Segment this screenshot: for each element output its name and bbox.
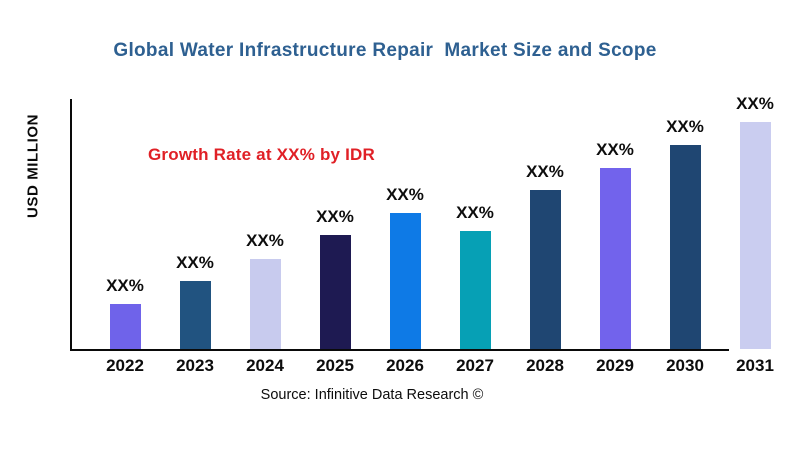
bar-value-label-2024: XX% bbox=[246, 231, 284, 250]
bar-value-label-2023: XX% bbox=[176, 253, 214, 272]
bar-value-label-2026: XX% bbox=[386, 185, 424, 204]
x-tick-label-2022: 2022 bbox=[106, 356, 144, 375]
source-credit: Source: Infinitive Data Research © bbox=[260, 387, 484, 403]
bar-2025 bbox=[319, 235, 351, 349]
bar-value-label-2031: XX% bbox=[736, 94, 774, 113]
x-tick-label-2029: 2029 bbox=[596, 356, 634, 375]
bar-value-label-2030: XX% bbox=[666, 117, 704, 136]
bar-value-label-2028: XX% bbox=[526, 162, 564, 181]
bar-2022 bbox=[109, 304, 141, 349]
x-tick-label-2026: 2026 bbox=[386, 356, 424, 375]
chart-title: Global Water Infrastructure Repair Marke… bbox=[113, 40, 657, 61]
x-tick-label-2027: 2027 bbox=[456, 356, 494, 375]
y-axis-label: USD MILLION bbox=[24, 113, 42, 219]
bar-value-label-2025: XX% bbox=[316, 207, 354, 226]
bar-2030 bbox=[669, 145, 701, 349]
x-tick-label-2031: 2031 bbox=[736, 356, 774, 375]
bar-2029 bbox=[599, 168, 631, 349]
bar-2026 bbox=[389, 213, 421, 349]
x-tick-label-2030: 2030 bbox=[666, 356, 704, 375]
x-tick-label-2028: 2028 bbox=[526, 356, 564, 375]
x-tick-label-2024: 2024 bbox=[246, 356, 284, 375]
bar-2024 bbox=[249, 259, 281, 349]
y-axis-line bbox=[70, 99, 72, 351]
bar-2023 bbox=[179, 281, 211, 349]
x-axis-line bbox=[70, 349, 729, 351]
x-tick-label-2023: 2023 bbox=[176, 356, 214, 375]
x-tick-label-2025: 2025 bbox=[316, 356, 354, 375]
bar-2027 bbox=[459, 231, 491, 349]
bar-value-label-2022: XX% bbox=[106, 276, 144, 295]
growth-rate-annotation: Growth Rate at XX% by IDR bbox=[148, 145, 375, 164]
bar-2031 bbox=[739, 122, 771, 349]
bar-2028 bbox=[529, 190, 561, 349]
bar-value-label-2027: XX% bbox=[456, 203, 494, 222]
bar-value-label-2029: XX% bbox=[596, 140, 634, 159]
